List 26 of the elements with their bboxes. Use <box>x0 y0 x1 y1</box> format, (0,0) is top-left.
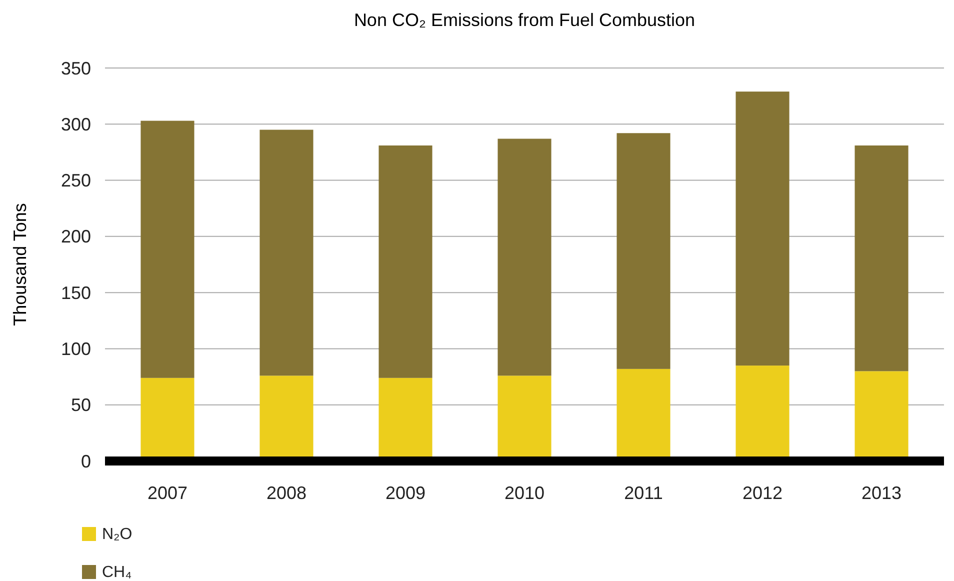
bar <box>736 92 790 366</box>
bar <box>616 133 670 369</box>
x-tick-label: 2008 <box>266 483 307 503</box>
y-tick-label: 250 <box>60 170 91 191</box>
chart-title: Non CO₂ Emissions from Fuel Combustion <box>354 10 696 30</box>
y-tick-label: 100 <box>60 339 91 360</box>
x-tick-label: 2012 <box>742 483 783 503</box>
y-tick-label: 200 <box>60 226 91 247</box>
y-tick-label: 300 <box>60 114 91 134</box>
legend-label: N₂O <box>102 526 132 543</box>
bar <box>260 130 314 376</box>
bar <box>854 145 908 372</box>
y-axis-title: Thousand Tons <box>10 203 30 326</box>
y-tick-label: 350 <box>60 58 91 78</box>
x-tick-label: 2007 <box>147 483 188 503</box>
y-tick-label: 150 <box>60 282 91 303</box>
y-tick-label: 0 <box>80 451 91 472</box>
bar <box>378 145 432 378</box>
bar <box>140 120 194 378</box>
legend-label: CH₄ <box>102 564 132 581</box>
y-tick-label: 50 <box>70 395 91 416</box>
x-tick-label: 2011 <box>624 483 663 503</box>
x-tick-label: 2013 <box>862 483 902 503</box>
x-tick-label: 2010 <box>504 483 545 503</box>
x-tick-label: 2009 <box>385 483 426 503</box>
bar <box>498 138 552 376</box>
